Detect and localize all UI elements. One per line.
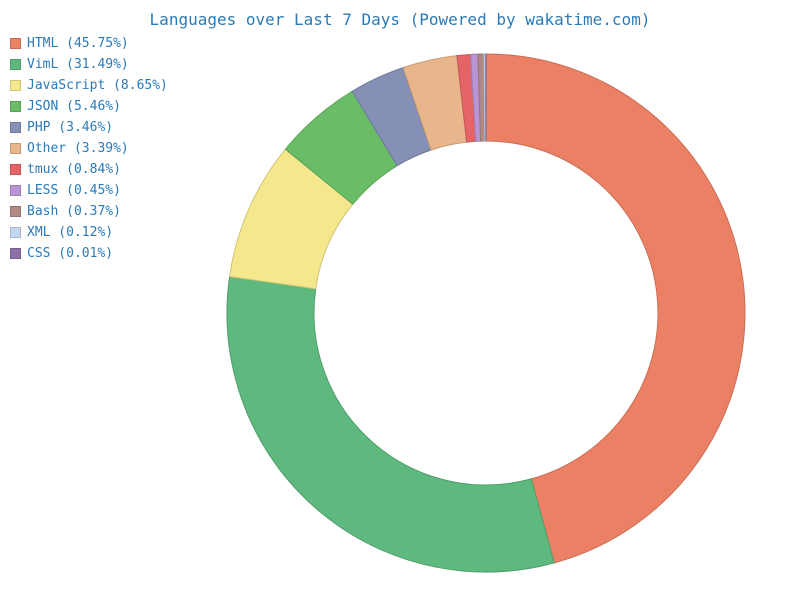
legend-item-tmux: tmux (0.84%) — [10, 159, 168, 180]
legend-item-other: Other (3.39%) — [10, 138, 168, 159]
legend-swatch — [10, 185, 21, 196]
legend-item-xml: XML (0.12%) — [10, 222, 168, 243]
legend-swatch — [10, 122, 21, 133]
legend-swatch — [10, 59, 21, 70]
legend-item-php: PHP (3.46%) — [10, 117, 168, 138]
legend-item-bash: Bash (0.37%) — [10, 201, 168, 222]
legend-item-viml: VimL (31.49%) — [10, 54, 168, 75]
legend-label: HTML (45.75%) — [27, 36, 129, 51]
legend-item-json: JSON (5.46%) — [10, 96, 168, 117]
legend-label: LESS (0.45%) — [27, 183, 121, 198]
legend-item-css: CSS (0.01%) — [10, 243, 168, 264]
legend-label: JavaScript (8.65%) — [27, 78, 168, 93]
slice-html — [485, 53, 746, 564]
legend-label: VimL (31.49%) — [27, 57, 129, 72]
legend-label: Bash (0.37%) — [27, 204, 121, 219]
legend-item-javascript: JavaScript (8.65%) — [10, 75, 168, 96]
legend-label: XML (0.12%) — [27, 225, 114, 240]
slice-viml — [226, 275, 555, 573]
legend-item-less: LESS (0.45%) — [10, 180, 168, 201]
legend-swatch — [10, 101, 21, 112]
legend: HTML (45.75%) VimL (31.49%) JavaScript (8.… — [10, 33, 168, 264]
legend-swatch — [10, 143, 21, 154]
legend-swatch — [10, 164, 21, 175]
legend-label: JSON (5.46%) — [27, 99, 121, 114]
legend-swatch — [10, 80, 21, 91]
legend-label: Other (3.39%) — [27, 141, 129, 156]
legend-swatch — [10, 227, 21, 238]
legend-item-html: HTML (45.75%) — [10, 33, 168, 54]
legend-label: tmux (0.84%) — [27, 162, 121, 177]
legend-label: PHP (3.46%) — [27, 120, 114, 135]
legend-swatch — [10, 206, 21, 217]
legend-label: CSS (0.01%) — [27, 246, 114, 261]
legend-swatch — [10, 38, 21, 49]
chart-title: Languages over Last 7 Days (Powered by w… — [149, 10, 651, 29]
legend-swatch — [10, 248, 21, 259]
